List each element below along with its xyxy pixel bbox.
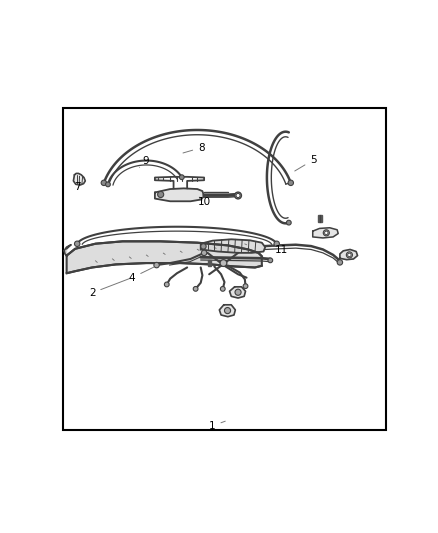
Circle shape <box>224 308 230 313</box>
Circle shape <box>74 241 80 246</box>
Text: 11: 11 <box>272 246 288 255</box>
Polygon shape <box>340 249 357 260</box>
Circle shape <box>164 282 169 287</box>
Text: 4: 4 <box>129 267 154 282</box>
Polygon shape <box>64 245 71 256</box>
Polygon shape <box>74 173 85 185</box>
Polygon shape <box>201 239 265 253</box>
Circle shape <box>158 191 164 198</box>
Circle shape <box>346 252 353 258</box>
Circle shape <box>193 286 198 291</box>
Text: 10: 10 <box>198 197 211 207</box>
Circle shape <box>106 182 110 187</box>
Bar <box>208 260 211 266</box>
Circle shape <box>274 241 279 246</box>
Circle shape <box>337 260 343 265</box>
Circle shape <box>235 192 241 199</box>
Text: 9: 9 <box>140 156 149 167</box>
Circle shape <box>243 284 248 288</box>
Polygon shape <box>313 228 338 238</box>
Text: 1: 1 <box>209 421 225 431</box>
Text: 2: 2 <box>89 278 130 298</box>
Polygon shape <box>155 188 204 201</box>
Circle shape <box>288 180 293 185</box>
Circle shape <box>268 258 273 263</box>
Circle shape <box>101 180 106 185</box>
Bar <box>318 215 322 222</box>
Circle shape <box>236 193 240 198</box>
Text: 5: 5 <box>295 155 317 171</box>
Circle shape <box>201 250 207 256</box>
Circle shape <box>325 231 328 235</box>
Polygon shape <box>230 287 246 298</box>
Polygon shape <box>219 305 235 317</box>
Circle shape <box>180 175 184 180</box>
Circle shape <box>201 244 206 249</box>
Circle shape <box>220 260 227 266</box>
Circle shape <box>323 230 329 236</box>
Circle shape <box>220 286 225 291</box>
Circle shape <box>235 289 241 295</box>
Text: 8: 8 <box>183 143 205 153</box>
Circle shape <box>154 262 159 268</box>
Text: 7: 7 <box>74 182 81 192</box>
Circle shape <box>286 220 291 225</box>
Polygon shape <box>67 241 262 273</box>
Circle shape <box>348 253 351 256</box>
